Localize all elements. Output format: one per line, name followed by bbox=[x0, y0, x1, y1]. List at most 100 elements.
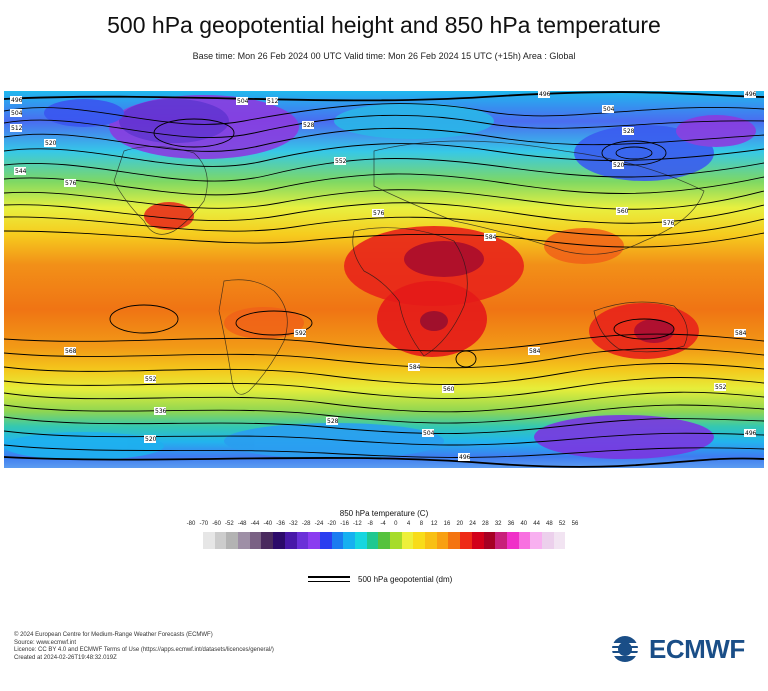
svg-text:584: 584 bbox=[409, 364, 421, 371]
colorbar-tick-label: -36 bbox=[276, 521, 285, 527]
svg-text:528: 528 bbox=[303, 122, 315, 129]
footer-line[interactable]: Source: www.ecmwf.int bbox=[14, 639, 77, 646]
colorbar-tick-label: -40 bbox=[263, 521, 273, 527]
colorbar-tick-label: -52 bbox=[225, 521, 234, 527]
svg-text:496: 496 bbox=[459, 454, 471, 461]
colorbar-tick-label: 16 bbox=[443, 521, 451, 527]
colorbar-tick-label: 8 bbox=[419, 521, 424, 527]
colorbar-swatch bbox=[553, 532, 566, 549]
svg-text:528: 528 bbox=[327, 418, 339, 425]
colorbar-tick-label: 12 bbox=[430, 521, 438, 527]
logo-text: ECMWF bbox=[649, 633, 745, 664]
chart-title: 500 hPa geopotential height and 850 hPa … bbox=[107, 12, 661, 38]
contour-label: 520 bbox=[144, 435, 157, 443]
colorbar-swatch bbox=[226, 532, 239, 549]
colorbar-tick-label: -70 bbox=[199, 521, 209, 527]
colorbar-swatch bbox=[541, 532, 554, 549]
contour-label: 560 bbox=[616, 207, 629, 215]
contour-key-label: 500 hPa geopotential (dm) bbox=[358, 575, 453, 584]
colorbar-swatch bbox=[203, 532, 215, 549]
colorbar-swatch bbox=[331, 532, 344, 549]
contour-label: 496 bbox=[538, 91, 551, 98]
svg-text:584: 584 bbox=[485, 234, 497, 241]
footer-credits: © 2024 European Centre for Medium-Range … bbox=[14, 632, 274, 662]
colorbar-swatch bbox=[460, 532, 472, 549]
contour-label: 520 bbox=[612, 161, 625, 169]
svg-text:568: 568 bbox=[65, 348, 77, 355]
colorbar-swatch bbox=[436, 532, 449, 549]
colorbar-swatch bbox=[214, 532, 227, 549]
colorbar-swatch bbox=[308, 532, 320, 549]
colorbar-swatch bbox=[530, 532, 542, 549]
colorbar-swatch bbox=[390, 532, 402, 549]
contour-label: 528 bbox=[302, 121, 315, 129]
contour-label: 504 bbox=[422, 429, 435, 437]
colorbar-tick-label: 52 bbox=[558, 521, 566, 527]
colorbar-swatch bbox=[506, 532, 519, 549]
contour-label: 584 bbox=[528, 347, 541, 355]
footer-line[interactable]: Licence: CC BY 4.0 and ECMWF Terms of Us… bbox=[14, 647, 274, 654]
ecmwf-logo: ECMWF bbox=[610, 634, 745, 664]
colorbar-swatch bbox=[401, 532, 414, 549]
colorbar-tick-label: -48 bbox=[237, 521, 247, 527]
contour-label: 520 bbox=[44, 139, 57, 147]
colorbar-swatch bbox=[261, 532, 274, 549]
colorbar-swatch bbox=[249, 532, 262, 549]
svg-text:504: 504 bbox=[11, 110, 23, 117]
svg-text:576: 576 bbox=[65, 180, 77, 187]
colorbar-swatch bbox=[378, 532, 390, 549]
colorbar-swatch bbox=[448, 532, 461, 549]
svg-text:520: 520 bbox=[45, 140, 57, 147]
colorbar-tick-label: -80 bbox=[186, 521, 196, 527]
contour-label: 584 bbox=[734, 329, 747, 337]
svg-text:504: 504 bbox=[603, 106, 615, 113]
colorbar-tick-label: 44 bbox=[533, 521, 540, 527]
svg-text:528: 528 bbox=[623, 128, 635, 135]
colorbar-tick-label: 48 bbox=[546, 521, 553, 527]
contour-label: 552 bbox=[144, 375, 157, 383]
contour-label: 560 bbox=[442, 385, 455, 393]
svg-text:536: 536 bbox=[155, 408, 167, 415]
thick-contours bbox=[4, 91, 764, 468]
svg-text:552: 552 bbox=[715, 384, 727, 391]
legend-title: 850 hPa temperature (C) bbox=[339, 509, 429, 518]
weather-map[interactable]: 496 504 512 520 544 576 496 496 504 528 … bbox=[4, 91, 764, 468]
colorbar-swatch bbox=[483, 532, 496, 549]
colorbar-swatch bbox=[319, 532, 332, 549]
svg-text:584: 584 bbox=[735, 330, 747, 337]
svg-text:576: 576 bbox=[663, 220, 675, 227]
svg-text:544: 544 bbox=[15, 168, 27, 175]
contour-label: 552 bbox=[714, 383, 727, 391]
colorbar-tick-label: 24 bbox=[469, 521, 476, 527]
colorbar-swatch bbox=[343, 532, 355, 549]
colorbar-swatch bbox=[296, 532, 309, 549]
svg-text:496: 496 bbox=[11, 97, 23, 104]
colorbar-swatch bbox=[354, 532, 367, 549]
colorbar-swatch bbox=[425, 532, 437, 549]
svg-text:552: 552 bbox=[335, 158, 347, 165]
svg-text:560: 560 bbox=[443, 386, 455, 393]
contour-label: 512 bbox=[10, 124, 23, 132]
colorbar-swatch bbox=[471, 532, 484, 549]
svg-text:584: 584 bbox=[529, 348, 541, 355]
contour-label: 536 bbox=[154, 407, 167, 415]
chart-subtitle: Base time: Mon 26 Feb 2024 00 UTC Valid … bbox=[192, 51, 576, 61]
contour-label: 512 bbox=[266, 97, 279, 105]
geopotential-contours bbox=[4, 103, 764, 458]
colorbar-tick-label: 0 bbox=[394, 521, 398, 527]
svg-text:512: 512 bbox=[267, 98, 279, 105]
footer-line: Created at 2024-02-26T19:48:32.019Z bbox=[14, 654, 117, 661]
colorbar-tick-label: -60 bbox=[212, 521, 221, 527]
svg-text:504: 504 bbox=[237, 98, 249, 105]
contour-label: 544 bbox=[14, 167, 27, 175]
colorbar-tick-label: 56 bbox=[571, 521, 579, 527]
contour-label: 496 bbox=[744, 429, 757, 437]
svg-text:592: 592 bbox=[295, 330, 307, 337]
contour-label: 496 bbox=[10, 96, 23, 104]
contour-key-lines bbox=[308, 576, 350, 584]
map-canvas: 496 504 512 520 544 576 496 496 504 528 … bbox=[4, 91, 764, 468]
colorbar-swatch bbox=[413, 532, 426, 549]
svg-text:560: 560 bbox=[617, 208, 629, 215]
contour-label: 584 bbox=[408, 363, 421, 371]
contour-label: 528 bbox=[326, 417, 339, 425]
